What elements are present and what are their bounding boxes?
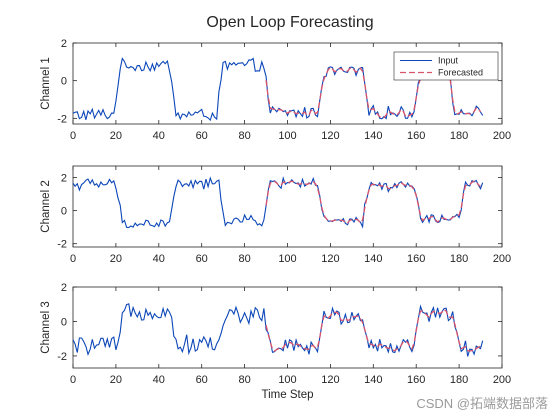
legend-label-forecasted: Forecasted <box>438 68 483 78</box>
x-tick-label: 20 <box>110 374 122 386</box>
y-tick-label: 2 <box>61 282 67 294</box>
x-tick-label: 120 <box>321 253 339 265</box>
x-tick-label: 20 <box>110 253 122 265</box>
x-tick-label: 160 <box>407 374 425 386</box>
x-axis-label: Time Step <box>262 389 314 401</box>
x-tick-label: 40 <box>153 374 165 386</box>
y-tick-label: 2 <box>61 173 67 185</box>
y-axis-label: Channel 2 <box>40 180 52 232</box>
x-tick-label: 120 <box>321 374 339 386</box>
y-tick-label: -2 <box>57 351 67 363</box>
x-tick-label: 60 <box>196 253 208 265</box>
y-tick-label: -2 <box>57 239 67 251</box>
series-forecasted-line <box>265 180 481 224</box>
y-axis-label: Channel 3 <box>40 301 52 353</box>
x-tick-label: 60 <box>196 374 208 386</box>
x-tick-label: 40 <box>153 130 165 142</box>
x-tick-label: 160 <box>407 253 425 265</box>
x-tick-label: 80 <box>238 130 250 142</box>
series-forecasted-line <box>265 308 481 352</box>
x-tick-label: 180 <box>450 130 468 142</box>
plot-area <box>72 165 503 248</box>
x-tick-label: 140 <box>364 374 382 386</box>
x-tick-label: 0 <box>70 374 76 386</box>
x-tick-label: 20 <box>110 130 122 142</box>
x-tick-label: 140 <box>364 253 382 265</box>
x-tick-label: 0 <box>70 253 76 265</box>
x-tick-label: 100 <box>278 374 296 386</box>
x-tick-label: 180 <box>450 374 468 386</box>
legend-box <box>393 51 499 81</box>
legend: Input Forecasted <box>393 51 499 81</box>
x-tick-label: 200 <box>493 253 511 265</box>
y-axis-label: Channel 1 <box>40 57 52 109</box>
x-tick-label: 100 <box>278 130 296 142</box>
y-tick-label: 2 <box>61 38 67 50</box>
legend-label-input: Input <box>438 56 459 66</box>
figure-title: Open Loop Forecasting <box>206 14 373 31</box>
x-tick-label: 200 <box>493 374 511 386</box>
plot-area <box>72 286 503 369</box>
x-tick-label: 100 <box>278 253 296 265</box>
y-tick-label: 0 <box>61 206 67 218</box>
x-tick-label: 80 <box>238 253 250 265</box>
x-tick-label: 140 <box>364 130 382 142</box>
x-tick-label: 120 <box>321 130 339 142</box>
watermark: CSDN @拓端数据部落 <box>416 396 548 411</box>
y-tick-label: 0 <box>61 76 67 88</box>
y-tick-label: -2 <box>57 113 67 125</box>
x-tick-label: 80 <box>238 374 250 386</box>
y-tick-label: 0 <box>61 316 67 328</box>
x-tick-label: 180 <box>450 253 468 265</box>
x-tick-label: 0 <box>70 130 76 142</box>
x-tick-label: 160 <box>407 130 425 142</box>
x-tick-label: 40 <box>153 253 165 265</box>
x-tick-label: 60 <box>196 130 208 142</box>
x-tick-label: 200 <box>493 130 511 142</box>
